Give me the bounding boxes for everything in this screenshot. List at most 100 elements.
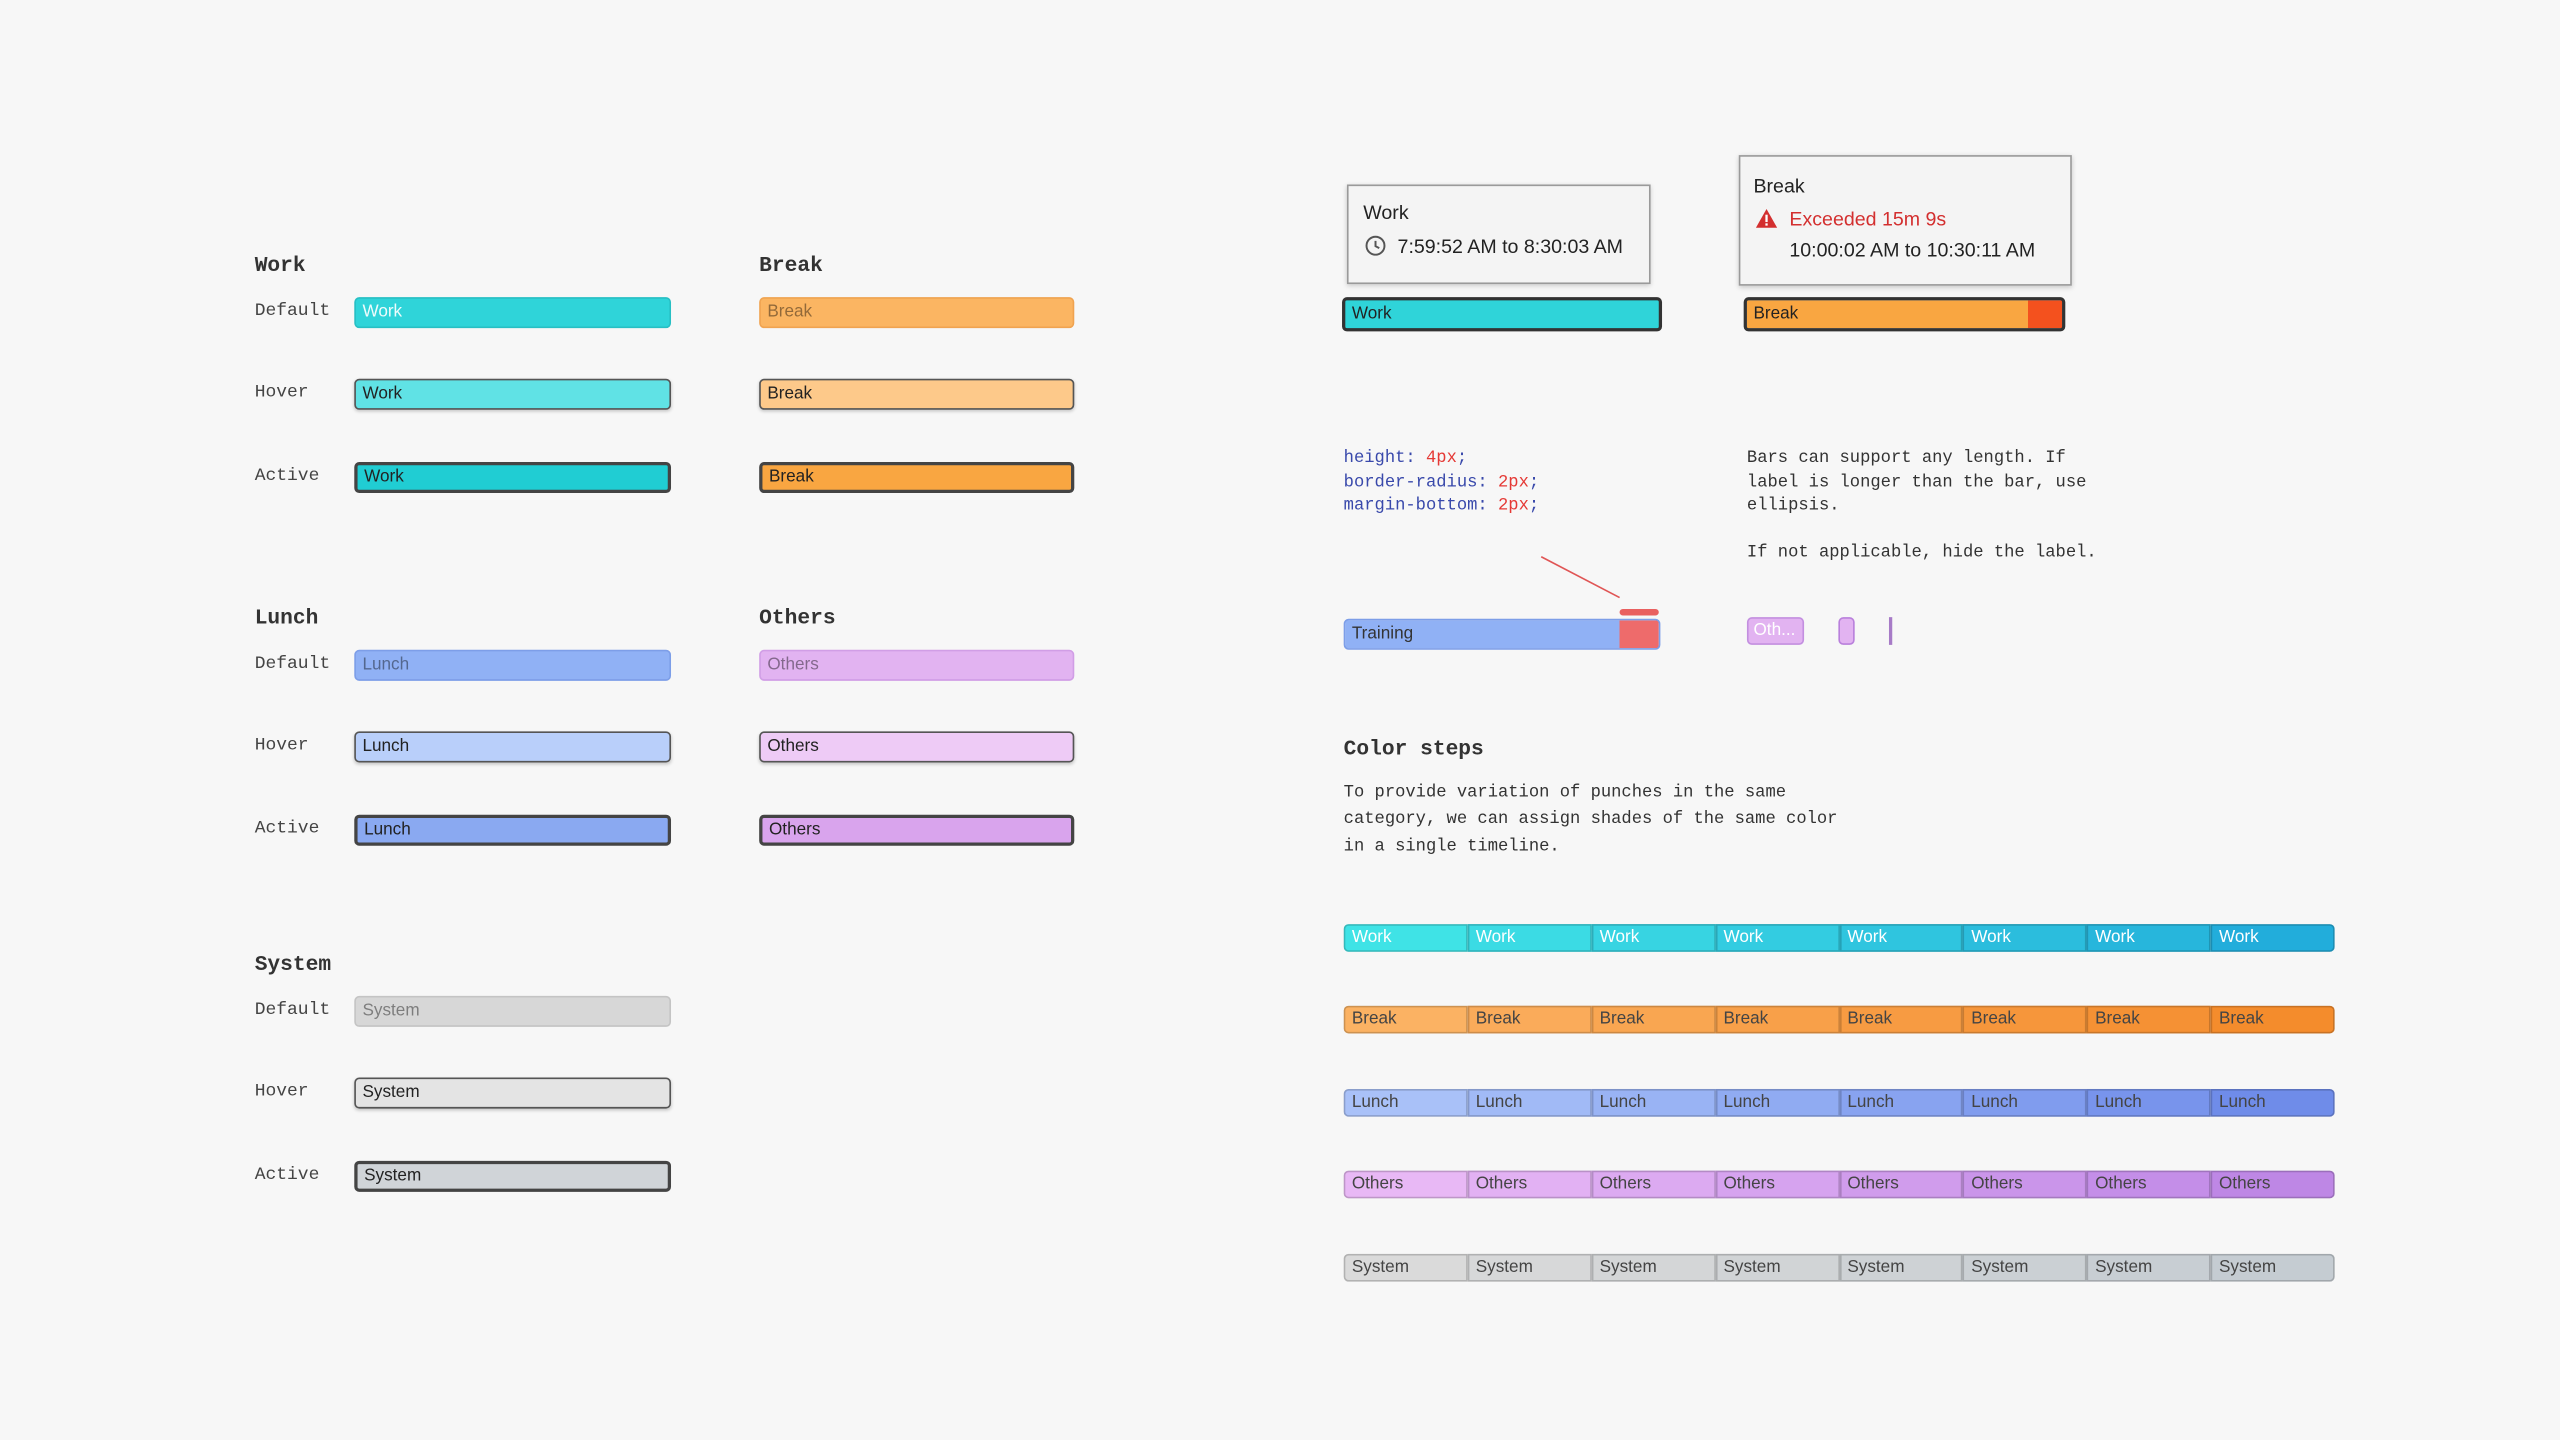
tiny-bar (1888, 617, 1892, 645)
step-segment: System (1839, 1253, 1964, 1282)
group-title: System (254, 951, 332, 977)
state-bar[interactable]: Lunch (354, 731, 672, 763)
tooltip-title: Break (1753, 174, 1805, 198)
step-segment: System (1715, 1253, 1840, 1282)
tooltip-title: Work (1363, 200, 1409, 224)
code-end: ; (1528, 472, 1540, 493)
code-end: ; (1456, 448, 1468, 469)
note-line: label is longer than the bar, use (1746, 472, 2087, 493)
step-segment: Lunch (1591, 1088, 1716, 1117)
step-segment: Work (2086, 924, 2211, 952)
state-bar[interactable]: Others (759, 814, 1075, 846)
state-bar[interactable]: System (354, 995, 672, 1027)
training-bar: Training (1343, 618, 1661, 650)
description-line: To provide variation of punches in the s… (1343, 783, 1787, 804)
code-line: border-radius: 2px; (1344, 471, 1540, 495)
step-segment: Others (1467, 1170, 1592, 1199)
work-bar[interactable]: Work (1342, 297, 1663, 332)
section-title: Color steps (1343, 736, 1484, 761)
step-segment: Others (1963, 1170, 2087, 1199)
step-segment: Lunch (1839, 1088, 1964, 1117)
state-bar[interactable]: Work (354, 297, 672, 329)
state-bar[interactable]: Lunch (354, 649, 672, 681)
step-segment: System (1467, 1253, 1592, 1282)
state-label: Active (254, 1165, 320, 1186)
step-segment: Others (2086, 1170, 2211, 1199)
step-segment: Lunch (2086, 1088, 2211, 1117)
step-segment: Others (2210, 1170, 2335, 1199)
state-label: Hover (254, 383, 309, 404)
notes: Bars can support any length. If label is … (1747, 447, 2086, 518)
step-segment: Work (1839, 924, 1964, 952)
step-segment: Lunch (1963, 1088, 2087, 1117)
break-bar[interactable]: Break (1743, 297, 2066, 332)
step-segment: Work (2210, 924, 2335, 952)
step-segment: Break (1963, 1005, 2087, 1034)
clock-icon (1365, 235, 1386, 256)
state-bar[interactable]: Lunch (354, 814, 672, 846)
tooltip-time: 7:59:52 AM to 8:30:03 AM (1397, 235, 1624, 258)
step-segment: Lunch (1715, 1088, 1840, 1117)
state-bar[interactable]: Work (354, 462, 672, 494)
state-bar[interactable]: System (354, 1077, 672, 1109)
step-segment: Break (1591, 1005, 1716, 1034)
tiny-bar (1838, 617, 1855, 645)
code-line: height: 4px; (1344, 447, 1540, 471)
code-value: 2px (1498, 472, 1529, 493)
step-segment: System (1591, 1253, 1716, 1282)
step-segment: System (1963, 1253, 2087, 1282)
step-segment: Break (2086, 1005, 2211, 1034)
state-bar[interactable]: Break (759, 378, 1075, 410)
step-segment: Lunch (1343, 1088, 1468, 1117)
code-block: height: 4px; border-radius: 2px; margin-bo… (1344, 447, 1540, 518)
code-value: 4px (1425, 448, 1457, 469)
step-segment: Break (1467, 1005, 1592, 1034)
step-segment: System (1343, 1253, 1468, 1282)
state-bar[interactable]: System (354, 1160, 672, 1192)
tooltip-time: 10:00:02 AM to 10:30:11 AM (1789, 238, 2036, 262)
step-segment: Others (1715, 1170, 1840, 1199)
step-segment: Others (1839, 1170, 1964, 1199)
description: To provide variation of punches in the s… (1344, 780, 1838, 860)
tooltip: Break Exceeded 15m 9s 10:00:02 AM to 10:… (1738, 155, 2072, 286)
warning-icon (1755, 208, 1778, 228)
code-line: margin-bottom: 2px; (1344, 495, 1540, 519)
note-line: ellipsis. (1746, 496, 1840, 516)
step-segment: Others (1591, 1170, 1716, 1199)
group-title: Others (759, 605, 836, 631)
note-hide: If not applicable, hide the label. (1746, 543, 2097, 564)
step-segment: Work (1963, 924, 2087, 952)
code-key: margin-bottom: (1343, 496, 1488, 516)
state-label: Active (254, 466, 320, 487)
state-bar[interactable]: Break (759, 297, 1075, 329)
state-bar[interactable]: Others (759, 731, 1075, 763)
step-segment: Work (1715, 924, 1840, 952)
step-segment: System (2210, 1253, 2335, 1282)
state-label: Active (254, 819, 320, 840)
step-segment: Break (1343, 1005, 1468, 1034)
code-end: ; (1528, 496, 1540, 516)
step-segment: Lunch (1467, 1088, 1592, 1117)
state-label: Hover (254, 1082, 309, 1103)
group-title: Break (759, 253, 823, 278)
step-segment: Work (1467, 924, 1592, 952)
state-bar[interactable]: Break (759, 462, 1075, 494)
tooltip: Work 7:59:52 AM to 8:30:03 AM (1346, 184, 1651, 285)
description-line: category, we can assign shades of the sa… (1343, 810, 1838, 830)
tooltip-warning: Exceeded 15m 9s (1789, 207, 1947, 231)
pointer-line (1540, 556, 1620, 599)
step-segment: Break (1839, 1005, 1964, 1034)
state-bar[interactable]: Others (759, 649, 1075, 681)
step-segment: Break (2210, 1005, 2335, 1034)
code-key: border-radius: (1343, 472, 1488, 493)
state-bar[interactable]: Work (354, 378, 672, 410)
short-bar: Oth... (1746, 617, 1805, 645)
state-label: Default (254, 654, 331, 675)
step-segment: Lunch (2210, 1088, 2335, 1117)
step-segment: Work (1343, 924, 1468, 952)
step-segment: Break (1715, 1005, 1840, 1034)
state-label: Default (254, 1000, 331, 1021)
tiny-bar (1619, 608, 1659, 616)
